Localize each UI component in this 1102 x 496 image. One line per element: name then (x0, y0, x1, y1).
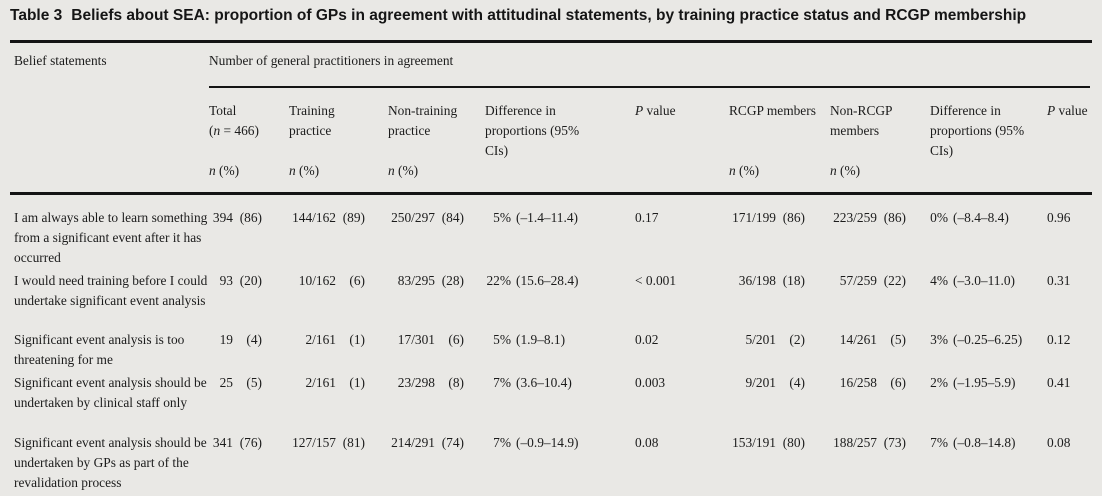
header-rule (10, 192, 1092, 195)
cell-total: 394 (86) (212, 210, 262, 225)
belief-statement: Significant event analysis should be und… (14, 435, 207, 490)
cell-total: 25 (5) (219, 375, 262, 390)
cell-training: 127/157 (81) (292, 435, 365, 450)
cell-difference-1: 5% (–1.4–11.4) (493, 210, 578, 225)
belief-statement: Significant event analysis is too threat… (14, 332, 185, 367)
col-header-total: Total (n = 466) (209, 101, 285, 141)
cell-training: 2/161 (1) (305, 375, 365, 390)
belief-statements-header: Belief statements (14, 53, 107, 68)
cell-nonrcgp: 16/258 (6) (839, 375, 906, 390)
cell-difference-2: 4% (–3.0–11.0) (930, 273, 1015, 288)
cell-difference-2: 2% (–1.95–5.9) (930, 375, 1016, 390)
belief-statement: I would need training before I could und… (14, 273, 208, 308)
cell-nontraining: 17/301 (6) (397, 332, 464, 347)
cell-pvalue-2: 0.08 (1047, 435, 1071, 450)
cell-difference-2: 7% (–0.8–14.8) (930, 435, 1016, 450)
cell-difference-2: 0% (–8.4–8.4) (930, 210, 1009, 225)
cell-rcgp: 171/199 (86) (732, 210, 805, 225)
cell-pvalue-1: 0.08 (635, 435, 659, 450)
col-header-pvalue-1: P value (635, 103, 676, 118)
cell-pvalue-2: 0.12 (1047, 332, 1071, 347)
cell-nontraining: 83/295 (28) (397, 273, 464, 288)
cell-difference-1: 7% (–0.9–14.9) (493, 435, 579, 450)
col-header-nonrcgp-members: Non-RCGP members (830, 103, 893, 138)
cell-nontraining: 23/298 (8) (397, 375, 464, 390)
col-header-difference-1: Difference in proportions (95% CIs) (485, 103, 580, 158)
cell-pvalue-1: 0.02 (635, 332, 659, 347)
subheader-n-pct-nonrcgp: n (%) (830, 163, 861, 178)
subheader-n-pct-rcgp: n (%) (729, 163, 760, 178)
cell-training: 144/162 (89) (292, 210, 365, 225)
cell-nonrcgp: 188/257 (73) (833, 435, 906, 450)
cell-nonrcgp: 223/259 (86) (833, 210, 906, 225)
col-header-total-n: (n = 466) (209, 123, 259, 138)
col-header-rcgp-members: RCGP members (729, 103, 816, 118)
cell-difference-1: 22% (15.6–28.4) (486, 273, 579, 288)
subheader-n-pct-nontraining: n (%) (388, 163, 419, 178)
col-header-pvalue-2: P value (1047, 103, 1088, 118)
cell-rcgp: 36/198 (18) (738, 273, 805, 288)
cell-nonrcgp: 57/259 (22) (839, 273, 906, 288)
col-header-difference-2: Difference in proportions (95% CIs) (930, 103, 1025, 158)
table-caption: Beliefs about SEA: proportion of GPs in … (71, 7, 1027, 24)
cell-pvalue-1: < 0.001 (635, 273, 677, 288)
subheader-n-pct-total: n (%) (209, 163, 240, 178)
cell-rcgp: 153/191 (80) (732, 435, 805, 450)
span-header-rule (209, 86, 1090, 88)
subheader-n-pct-training: n (%) (289, 163, 320, 178)
cell-pvalue-2: 0.96 (1047, 210, 1071, 225)
col-header-total-line1: Total (209, 103, 237, 118)
cell-pvalue-1: 0.17 (635, 210, 659, 225)
cell-training: 2/161 (1) (305, 332, 365, 347)
cell-pvalue-1: 0.003 (635, 375, 666, 390)
cell-pvalue-2: 0.41 (1047, 375, 1071, 390)
cell-difference-2: 3% (–0.25–6.25) (930, 332, 1023, 347)
col-header-training-practice: Training practice (289, 103, 335, 138)
cell-rcgp: 9/201 (4) (745, 375, 805, 390)
cell-total: 341 (76) (212, 435, 262, 450)
cell-nontraining: 214/291 (74) (391, 435, 464, 450)
top-rule (10, 40, 1092, 43)
col-header-nontraining-practice: Non-training practice (388, 103, 458, 138)
cell-difference-1: 7% (3.6–10.4) (493, 375, 572, 390)
span-header: Number of general practitioners in agree… (209, 53, 454, 68)
cell-training: 10/162 (6) (298, 273, 365, 288)
cell-pvalue-2: 0.31 (1047, 273, 1071, 288)
belief-statement: Significant event analysis should be und… (14, 375, 207, 410)
cell-difference-1: 5% (1.9–8.1) (493, 332, 566, 347)
table-title: Table 3 Beliefs about SEA: proportion of … (10, 7, 1026, 25)
cell-nonrcgp: 14/261 (5) (839, 332, 906, 347)
table-number: Table 3 (10, 7, 63, 24)
cell-rcgp: 5/201 (2) (745, 332, 805, 347)
cell-nontraining: 250/297 (84) (391, 210, 464, 225)
belief-statement: I am always able to learn something from… (14, 210, 208, 265)
cell-total: 19 (4) (219, 332, 262, 347)
cell-total: 93 (20) (219, 273, 262, 288)
